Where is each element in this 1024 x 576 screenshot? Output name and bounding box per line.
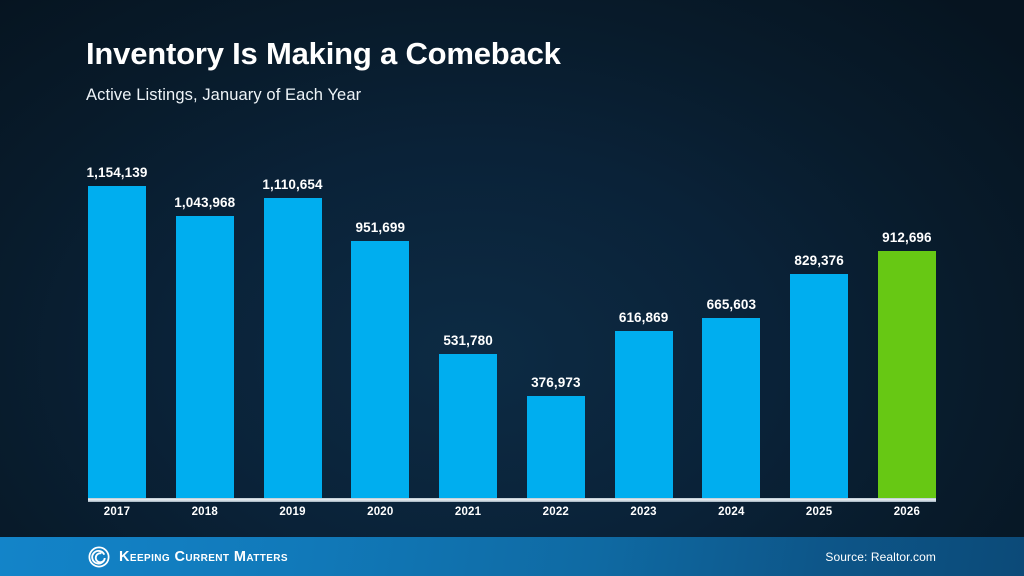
bar-slot: 665,603 [702,150,761,498]
x-tick-2019: 2019 [279,506,306,518]
bar-slot: 1,043,968 [174,150,236,498]
bar-series: 1,154,139 1,043,968 1,110,654 951,699 531,78… [86,150,936,498]
chart-header: Inventory Is Making a Comeback Active Li… [86,36,946,105]
bar-slot: 376,973 [526,150,585,498]
source-attribution: Source: Realtor.com [825,549,936,564]
bar-slot: 951,699 [351,150,410,498]
x-axis-baseline [88,498,936,502]
bar-2018[interactable] [175,216,234,498]
bar-value-label: 616,869 [618,310,669,325]
bar-slot: 531,780 [439,150,498,498]
bar-value-label: 531,780 [443,333,493,348]
bar-2025[interactable] [790,274,849,498]
bar-slot: 912,696 [877,150,936,498]
bar-value-label: 1,154,139 [86,165,148,180]
bar-value-label: 665,603 [706,297,757,312]
bar-2022[interactable] [526,396,585,498]
brand-name: Keeping Current Matters [119,548,288,565]
bar-2019[interactable] [263,198,322,498]
bar-value-label: 1,043,968 [174,195,236,210]
page-subtitle: Active Listings, January of Each Year [86,85,362,104]
x-tick-2017: 2017 [103,506,131,518]
spiral-circle-logo-icon [88,545,110,568]
x-axis-tick-labels: 2017 2018 2019 2020 2021 2022 2023 2024 2025 2026 [88,506,936,518]
bar-value-label: 912,696 [882,230,932,245]
x-tick-2025: 2025 [805,506,833,518]
bar-slot: 1,154,139 [86,150,148,498]
bar-slot: 1,110,654 [262,150,323,498]
brand-lockup[interactable]: Keeping Current Matters [88,545,288,568]
bar-slot: 829,376 [790,150,849,498]
bar-value-label: 1,110,654 [262,177,323,192]
x-tick-2026: 2026 [893,506,921,518]
bar-2024[interactable] [702,318,761,498]
bar-value-label: 376,973 [531,375,581,390]
bar-chart-plot-area: 1,154,139 1,043,968 1,110,654 951,699 531,78… [86,150,936,502]
x-tick-2024: 2024 [718,506,745,518]
bar-slot: 616,869 [614,150,673,498]
x-tick-2018: 2018 [191,506,218,518]
footer-bar: Keeping Current Matters Source: Realtor.… [0,537,1024,576]
bar-2023[interactable] [614,331,673,498]
bar-value-label: 829,376 [794,253,844,268]
page-title: Inventory Is Making a Comeback [86,36,561,71]
bar-2021[interactable] [439,354,498,498]
bar-value-label: 951,699 [355,220,406,235]
x-tick-2021: 2021 [454,506,482,518]
x-tick-2022: 2022 [542,506,570,518]
bar-2026[interactable] [877,251,936,498]
bar-2017[interactable] [88,186,146,498]
bar-2020[interactable] [351,241,410,498]
x-tick-2020: 2020 [367,506,394,518]
x-tick-2023: 2023 [630,506,657,518]
